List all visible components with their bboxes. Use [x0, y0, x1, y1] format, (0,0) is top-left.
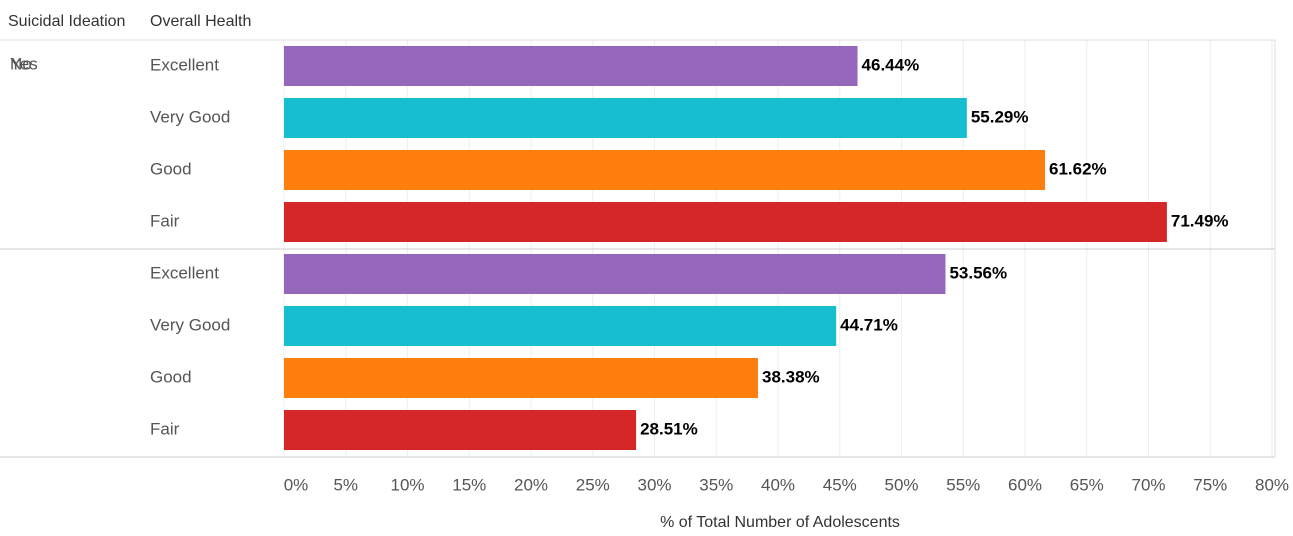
row-header: Overall Health [150, 13, 251, 30]
x-tick-label: 30% [637, 475, 671, 494]
group-label: No [10, 54, 32, 73]
x-tick-label: 35% [699, 475, 733, 494]
category-label: Very Good [150, 315, 230, 334]
x-tick-label: 10% [390, 475, 424, 494]
category-label: Good [150, 159, 192, 178]
x-tick-label: 55% [946, 475, 980, 494]
bar [284, 202, 1167, 242]
data-label: 61.62% [1049, 159, 1107, 178]
category-label: Fair [150, 211, 180, 230]
bar [284, 306, 837, 346]
x-tick-label: 0% [284, 475, 309, 494]
x-tick-label: 20% [514, 475, 548, 494]
bar [284, 150, 1046, 190]
bar [284, 254, 946, 294]
data-label: 55.29% [971, 107, 1029, 126]
category-label: Very Good [150, 107, 230, 126]
category-label: Excellent [150, 55, 219, 74]
data-label: 46.44% [862, 55, 920, 74]
group-label: Yes [10, 54, 38, 73]
x-tick-label: 70% [1131, 475, 1165, 494]
category-label: Good [150, 367, 192, 386]
x-tick-label: 45% [823, 475, 857, 494]
x-tick-label: 80% [1255, 475, 1289, 494]
x-tick-label: 40% [761, 475, 795, 494]
bar [284, 358, 758, 398]
x-axis-title: % of Total Number of Adolescents [660, 514, 900, 531]
data-label: 28.51% [640, 419, 698, 438]
x-tick-label: 75% [1193, 475, 1227, 494]
data-label: 53.56% [949, 263, 1007, 282]
x-tick-label: 25% [576, 475, 610, 494]
category-label: Excellent [150, 263, 219, 282]
x-tick-label: 15% [452, 475, 486, 494]
x-tick-label: 65% [1070, 475, 1104, 494]
bar [284, 46, 858, 86]
x-tick-label: 60% [1008, 475, 1042, 494]
bar [284, 410, 637, 450]
data-label: 38.38% [762, 367, 820, 386]
bar [284, 98, 967, 138]
data-label: 44.71% [840, 315, 898, 334]
data-label: 71.49% [1171, 211, 1229, 230]
x-tick-label: 50% [884, 475, 918, 494]
row-header: Suicidal Ideation [8, 13, 125, 30]
category-label: Fair [150, 419, 180, 438]
x-tick-label: 5% [333, 475, 358, 494]
